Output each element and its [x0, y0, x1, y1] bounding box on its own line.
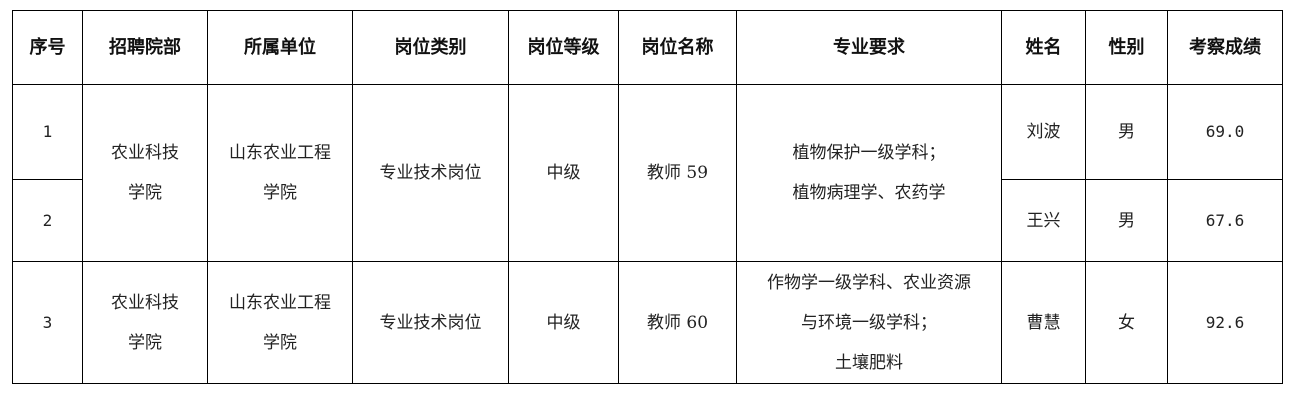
cell-level: 中级 — [508, 261, 619, 384]
requirement-line: 植物病理学、农药学 — [792, 183, 946, 203]
cell-position: 教师 60 — [618, 261, 737, 384]
cell-gender: 男 — [1085, 179, 1168, 262]
table-row: 3 农业科技 学院 山东农业工程 学院 专业技术岗位 中级 教师 60 作物学一… — [12, 261, 1283, 384]
header-department: 招聘院部 — [82, 10, 208, 85]
header-score: 考察成绩 — [1167, 10, 1283, 85]
cell-score: 69.0 — [1167, 84, 1283, 180]
header-row: 序号 招聘院部 所属单位 岗位类别 岗位等级 岗位名称 专业要求 姓名 性别 考… — [12, 10, 1283, 85]
header-position: 岗位名称 — [618, 10, 737, 85]
header-gender: 性别 — [1085, 10, 1168, 85]
header-level: 岗位等级 — [508, 10, 619, 85]
table-row: 1 农业科技 学院 山东农业工程 学院 专业技术岗位 中级 教师 59 植物保护… — [12, 84, 1283, 262]
cell-department: 农业科技 学院 — [82, 261, 208, 384]
cell-gender: 男 — [1085, 84, 1168, 180]
cell-unit: 山东农业工程 学院 — [207, 261, 353, 384]
requirement-line: 土壤肥料 — [835, 352, 903, 373]
header-unit: 所属单位 — [207, 10, 353, 85]
department-line: 农业科技 — [111, 292, 179, 313]
cell-no: 3 — [12, 261, 83, 384]
cell-name: 王兴 — [1001, 179, 1086, 262]
cell-category: 专业技术岗位 — [352, 261, 509, 384]
header-no: 序号 — [12, 10, 83, 85]
department-line: 学院 — [128, 332, 162, 353]
cell-no: 2 — [12, 179, 83, 262]
cell-score: 92.6 — [1167, 261, 1283, 384]
unit-line: 学院 — [263, 183, 297, 203]
header-requirements: 专业要求 — [736, 10, 1002, 85]
cell-gender: 女 — [1085, 261, 1168, 384]
cell-score: 67.6 — [1167, 179, 1283, 262]
header-category: 岗位类别 — [352, 10, 509, 85]
department-line: 学院 — [128, 183, 162, 203]
cell-category: 专业技术岗位 — [352, 84, 509, 262]
results-table: 序号 招聘院部 所属单位 岗位类别 岗位等级 岗位名称 专业要求 姓名 性别 考… — [12, 10, 1283, 384]
cell-name: 刘波 — [1001, 84, 1086, 180]
department-line: 农业科技 — [111, 143, 179, 163]
cell-requirements: 作物学一级学科、农业资源 与环境一级学科； 土壤肥料 — [736, 261, 1002, 384]
unit-line: 山东农业工程 — [229, 143, 331, 163]
cell-position: 教师 59 — [618, 84, 737, 262]
cell-level: 中级 — [508, 84, 619, 262]
unit-line: 山东农业工程 — [229, 292, 331, 313]
unit-line: 学院 — [263, 332, 297, 353]
cell-requirements: 植物保护一级学科； 植物病理学、农药学 — [736, 84, 1002, 262]
requirement-line: 与环境一级学科； — [801, 312, 937, 333]
table-row: 2 王兴 男 67.6 — [12, 179, 1283, 262]
requirement-line: 作物学一级学科、农业资源 — [767, 272, 971, 293]
cell-department: 农业科技 学院 — [82, 84, 208, 262]
header-name: 姓名 — [1001, 10, 1086, 85]
cell-no: 1 — [12, 84, 83, 180]
cell-unit: 山东农业工程 学院 — [207, 84, 353, 262]
requirement-line: 植物保护一级学科； — [792, 143, 946, 163]
cell-name: 曹慧 — [1001, 261, 1086, 384]
